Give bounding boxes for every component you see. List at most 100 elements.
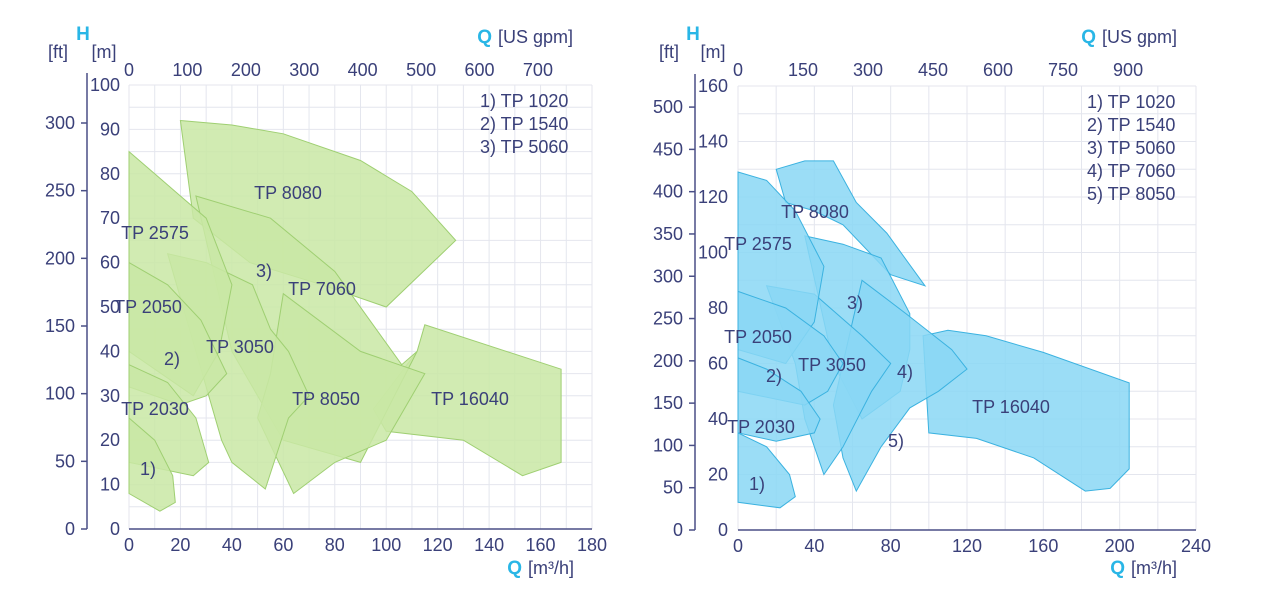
left-x-tick-label: 160 — [526, 535, 556, 555]
left-y-ft-tick-label: 300 — [45, 113, 75, 133]
left-region-label: 1) — [140, 459, 156, 479]
right-y-ft-tick-label: 0 — [673, 520, 683, 540]
right-region-label: TP 2050 — [724, 327, 792, 347]
left-region-label: 3) — [256, 261, 272, 281]
right-legend-item: 3) TP 5060 — [1087, 138, 1175, 158]
right-x-symbol: Q — [1110, 558, 1125, 579]
left-y-m-tick-label: 70 — [100, 208, 120, 228]
left-x-tick-label: 140 — [474, 535, 504, 555]
left-y-ft-tick-label: 250 — [45, 181, 75, 201]
right-x-tick-label: 0 — [733, 536, 743, 556]
left-region-label: TP 8080 — [254, 183, 322, 203]
right-region-label: TP 2030 — [727, 417, 795, 437]
right-region-label: TP 2575 — [724, 234, 792, 254]
chart-left: 0 10 20 30 40 50 60 70 80 90 100 0 50 100 150 200 250 300… — [0, 0, 633, 613]
right-regions — [737, 160, 1130, 509]
right-region-1 — [737, 432, 796, 509]
right-region-tp-16040 — [922, 329, 1130, 492]
left-y-m-tick-label: 100 — [90, 75, 120, 95]
left-y-ft-tick-label: 200 — [45, 248, 75, 268]
right-x-tick-label: 160 — [1028, 536, 1058, 556]
right-y-m-tick-label: 160 — [698, 76, 728, 96]
right-x2-symbol: Q — [1081, 27, 1096, 48]
left-legend: 1) TP 1020 2) TP 1540 3) TP 5060 — [480, 91, 568, 157]
right-legend-item: 4) TP 7060 — [1087, 161, 1175, 181]
left-y-ft-tick-label: 150 — [45, 316, 75, 336]
left-x-tick-label: 100 — [371, 535, 401, 555]
left-region-label: TP 8050 — [292, 389, 360, 409]
left-region-label: TP 16040 — [431, 389, 509, 409]
right-y-ft-tick-label: 200 — [653, 351, 683, 371]
right-x2-unit: [US gpm] — [1102, 27, 1177, 47]
right-y-symbol: H — [686, 24, 700, 45]
left-x-symbol: Q — [507, 558, 522, 579]
right-x2-tick-label: 300 — [853, 60, 883, 80]
right-region-label: 4) — [897, 362, 913, 382]
right-x2-tick-label: 600 — [983, 60, 1013, 80]
left-y-ft-tick-label: 50 — [55, 451, 75, 471]
left-y-unit-ft: [ft] — [48, 42, 68, 62]
right-x-tick-label: 200 — [1105, 536, 1135, 556]
left-y-m-tick-label: 30 — [100, 386, 120, 406]
left-y-m-tick-label: 20 — [100, 430, 120, 450]
left-x2-tick-label: 0 — [124, 60, 134, 80]
right-y-unit-ft: [ft] — [659, 42, 679, 62]
left-y-m-tick-label: 60 — [100, 253, 120, 273]
left-x-tick-label: 180 — [577, 535, 607, 555]
left-x2-tick-label: 600 — [465, 60, 495, 80]
left-region-1 — [128, 416, 176, 512]
right-y-ft-tick-label: 100 — [653, 435, 683, 455]
chart-left-svg: 0102030405060708090100050100150200250300… — [45, 24, 607, 579]
left-regions — [128, 119, 562, 512]
right-region-label: 1) — [749, 474, 765, 494]
right-y-ft-tick-label: 300 — [653, 266, 683, 286]
right-y-m-tick-label: 120 — [698, 187, 728, 207]
right-y-m-tick-label: 60 — [708, 354, 728, 374]
right-legend: 1) TP 1020 2) TP 1540 3) TP 5060 4) TP 7060… — [1087, 92, 1175, 204]
left-region-label: TP 2050 — [114, 297, 182, 317]
left-x-tick-label: 0 — [124, 535, 134, 555]
right-y-m-tick-label: 140 — [698, 132, 728, 152]
left-region-tp-16040 — [372, 324, 562, 477]
left-x2-tick-label: 700 — [523, 60, 553, 80]
right-x-tick-label: 240 — [1181, 536, 1211, 556]
right-region-tp-8080 — [775, 160, 927, 287]
left-y-m-tick-label: 10 — [100, 475, 120, 495]
right-region-label: 5) — [888, 431, 904, 451]
right-y-ft-tick-label: 350 — [653, 224, 683, 244]
left-y-m-tick-label: 40 — [100, 341, 120, 361]
left-y-m-tick-label: 90 — [100, 119, 120, 139]
left-y-m-tick-label: 0 — [110, 519, 120, 539]
right-y-ft-tick-label: 150 — [653, 393, 683, 413]
right-y-m-tick-label: 0 — [718, 520, 728, 540]
right-y-ft-tick-label: 500 — [653, 97, 683, 117]
left-y-ft-tick-label: 100 — [45, 384, 75, 404]
left-x-tick-label: 40 — [222, 535, 242, 555]
right-x-tick-label: 80 — [881, 536, 901, 556]
right-y-ft-tick-label: 50 — [663, 478, 683, 498]
left-y-symbol: H — [76, 24, 90, 45]
right-legend-item: 5) TP 8050 — [1087, 184, 1175, 204]
left-region-label: TP 3050 — [206, 337, 274, 357]
left-x2-tick-label: 200 — [231, 60, 261, 80]
right-x2-tick-label: 150 — [788, 60, 818, 80]
right-region-label: TP 16040 — [972, 397, 1050, 417]
right-x2-tick-label: 450 — [918, 60, 948, 80]
right-y-unit-m: [m] — [701, 42, 726, 62]
left-x-unit: [m³/h] — [528, 558, 574, 578]
left-x-tick-label: 20 — [170, 535, 190, 555]
chart-right: 0 20 40 60 80 100 120 140 160 0 50 100 150 200 250 300 3… — [633, 0, 1267, 613]
left-x-tick-label: 60 — [273, 535, 293, 555]
left-region-label: TP 2030 — [121, 399, 189, 419]
left-x-tick-label: 120 — [423, 535, 453, 555]
left-legend-item: 3) TP 5060 — [480, 137, 568, 157]
right-legend-item: 1) TP 1020 — [1087, 92, 1175, 112]
left-legend-item: 1) TP 1020 — [480, 91, 568, 111]
left-y-ft-tick-label: 0 — [65, 519, 75, 539]
right-y-m-tick-label: 80 — [708, 298, 728, 318]
left-x-tick-label: 80 — [325, 535, 345, 555]
left-x2-symbol: Q — [477, 27, 492, 48]
right-x2-tick-label: 900 — [1113, 60, 1143, 80]
right-x2-tick-label: 750 — [1048, 60, 1078, 80]
left-region-label: 2) — [164, 349, 180, 369]
